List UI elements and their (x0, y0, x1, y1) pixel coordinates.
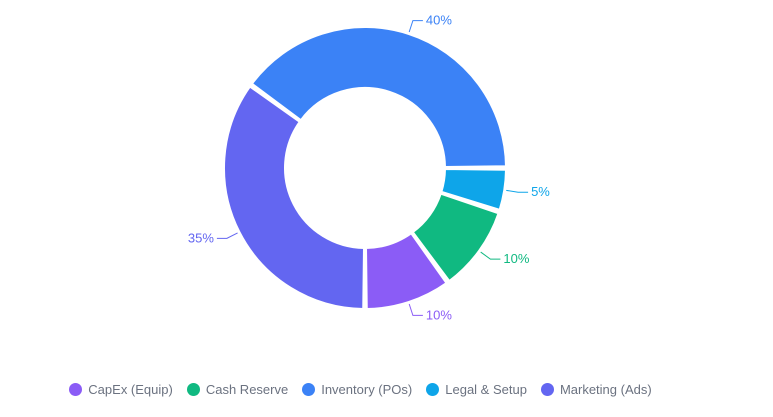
legend-swatch-marketing (540, 383, 554, 396)
legend-item-legal-setup[interactable]: Legal & Setup (426, 382, 527, 397)
slice-label-cash-reserve: 10% (503, 251, 529, 266)
legend-item-marketing[interactable]: Marketing (Ads) (540, 382, 652, 397)
labels-group: 5% 10% 10% 35% 40% (188, 13, 550, 323)
slice-legal-setup[interactable] (440, 167, 508, 212)
legend-label-inventory: Inventory (POs) (321, 382, 413, 397)
legend-label-marketing: Marketing (Ads) (559, 382, 652, 397)
slice-marketing-ads[interactable] (223, 85, 366, 311)
legend-swatch-inventory (302, 383, 316, 396)
legend-label-capex: CapEx (Equip) (88, 382, 173, 397)
legend-swatch-capex (69, 383, 83, 396)
leader-line-marketing-ads (216, 232, 238, 239)
leader-line-capex-equip (408, 303, 423, 316)
legend-swatch-legal-setup (426, 383, 440, 396)
leader-line-legal-setup (506, 189, 529, 193)
legend-item-inventory[interactable]: Inventory (POs) (302, 382, 412, 397)
slices-group (223, 26, 508, 311)
slice-label-inventory-pos: 40% (426, 13, 452, 28)
slice-cash-reserve[interactable] (411, 192, 500, 283)
slice-label-legal-setup: 5% (531, 184, 550, 199)
leader-line-cash-reserve (480, 251, 501, 260)
slice-label-capex-equip: 10% (426, 307, 452, 322)
legend: CapEx (Equip) Cash Reserve Inventory (PO… (0, 382, 721, 397)
legend-swatch-cash-reserve (186, 383, 200, 396)
leader-lines-group (216, 20, 529, 316)
leader-line-inventory-pos (408, 20, 423, 33)
slice-inventory-pos[interactable] (250, 26, 508, 169)
slice-capex-equip[interactable] (364, 231, 448, 311)
legend-label-cash-reserve: Cash Reserve (205, 382, 289, 397)
slice-label-marketing-ads: 35% (188, 230, 214, 245)
legend-item-cash-reserve[interactable]: Cash Reserve (186, 382, 289, 397)
legend-label-legal-setup: Legal & Setup (445, 382, 527, 397)
legend-item-capex[interactable]: CapEx (Equip) (69, 382, 173, 397)
